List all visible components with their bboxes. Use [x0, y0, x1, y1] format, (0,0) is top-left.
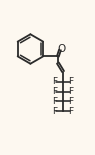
Text: F: F: [69, 107, 74, 116]
Text: F: F: [52, 97, 58, 106]
Text: O: O: [58, 44, 66, 54]
Text: F: F: [52, 77, 58, 86]
Text: F: F: [52, 87, 58, 96]
Text: F: F: [69, 87, 74, 96]
Text: F: F: [69, 97, 74, 106]
Text: F: F: [52, 107, 58, 116]
Text: F: F: [69, 77, 74, 86]
